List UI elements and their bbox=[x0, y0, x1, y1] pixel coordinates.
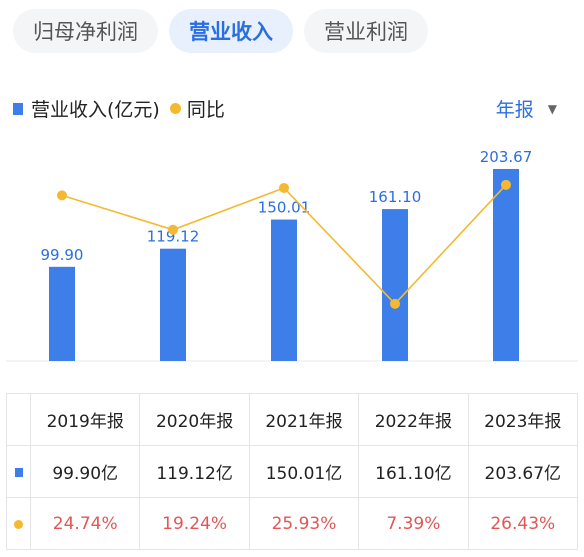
bar-square-icon bbox=[14, 467, 23, 477]
period-selector-label: 年报 bbox=[495, 99, 534, 121]
line-legend-marker bbox=[169, 103, 181, 114]
bar bbox=[160, 248, 186, 361]
table-header-cell: 2023年报 bbox=[467, 393, 579, 446]
bar bbox=[493, 168, 519, 361]
bar-value-label: 150.01 bbox=[258, 199, 311, 217]
table-row-yoy: 24.74% 19.24% 25.93% 7.39% 26.43% bbox=[6, 497, 579, 550]
table-cell: 203.67亿 bbox=[467, 445, 579, 498]
table-header-cell: 2022年报 bbox=[358, 393, 469, 446]
tab-revenue[interactable]: 营业收入 bbox=[169, 9, 293, 53]
bar-value-label: 119.12 bbox=[147, 228, 200, 246]
period-selector[interactable]: 年报 ▼ bbox=[496, 95, 557, 122]
yoy-point bbox=[390, 298, 400, 309]
revenue-chart: 99.90 119.12 150.01 161.10 203.67 bbox=[6, 148, 578, 362]
data-table: 2019年报 2020年报 2021年报 2022年报 2023年报 99.90… bbox=[6, 393, 579, 550]
yoy-point bbox=[57, 190, 67, 201]
yoy-point bbox=[168, 224, 178, 235]
table-cell: 7.39% bbox=[358, 497, 469, 550]
table-cell: 119.12亿 bbox=[139, 445, 250, 498]
yoy-row-marker bbox=[6, 497, 31, 550]
table-cell: 99.90亿 bbox=[29, 445, 141, 498]
yoy-point bbox=[501, 179, 511, 190]
table-cell: 24.74% bbox=[29, 497, 141, 550]
line-legend-label: 同比 bbox=[186, 99, 225, 121]
table-cell: 26.43% bbox=[467, 497, 579, 550]
bar-legend-marker bbox=[13, 102, 23, 115]
bar bbox=[382, 209, 408, 361]
bar bbox=[49, 266, 75, 361]
table-cell: 25.93% bbox=[248, 497, 360, 550]
yoy-point bbox=[279, 182, 289, 193]
table-cell: 150.01亿 bbox=[248, 445, 360, 498]
table-header-cell: 2020年报 bbox=[139, 393, 250, 446]
table-cell: 19.24% bbox=[139, 497, 250, 550]
bar-value-label: 161.10 bbox=[369, 188, 422, 206]
tab-net-profit[interactable]: 归母净利润 bbox=[13, 9, 158, 53]
bar bbox=[271, 219, 297, 361]
table-corner-cell bbox=[6, 393, 31, 446]
bar-value-label: 203.67 bbox=[480, 148, 533, 166]
table-header-row: 2019年报 2020年报 2021年报 2022年报 2023年报 bbox=[6, 393, 579, 446]
chart-legend: 营业收入(亿元) 同比 bbox=[13, 95, 225, 122]
table-row-revenue: 99.90亿 119.12亿 150.01亿 161.10亿 203.67亿 bbox=[6, 445, 579, 498]
table-header-cell: 2019年报 bbox=[29, 393, 141, 446]
table-cell: 161.10亿 bbox=[358, 445, 469, 498]
bar-legend-label: 营业收入(亿元) bbox=[31, 99, 160, 121]
metric-tabs: 归母净利润 营业收入 营业利润 bbox=[13, 9, 428, 53]
table-header-cell: 2021年报 bbox=[248, 393, 360, 446]
dot-icon bbox=[14, 519, 23, 529]
tab-operating-profit[interactable]: 营业利润 bbox=[304, 9, 428, 53]
revenue-row-marker bbox=[6, 445, 31, 498]
bar-value-label: 99.90 bbox=[41, 246, 84, 264]
caret-down-icon: ▼ bbox=[547, 101, 557, 116]
